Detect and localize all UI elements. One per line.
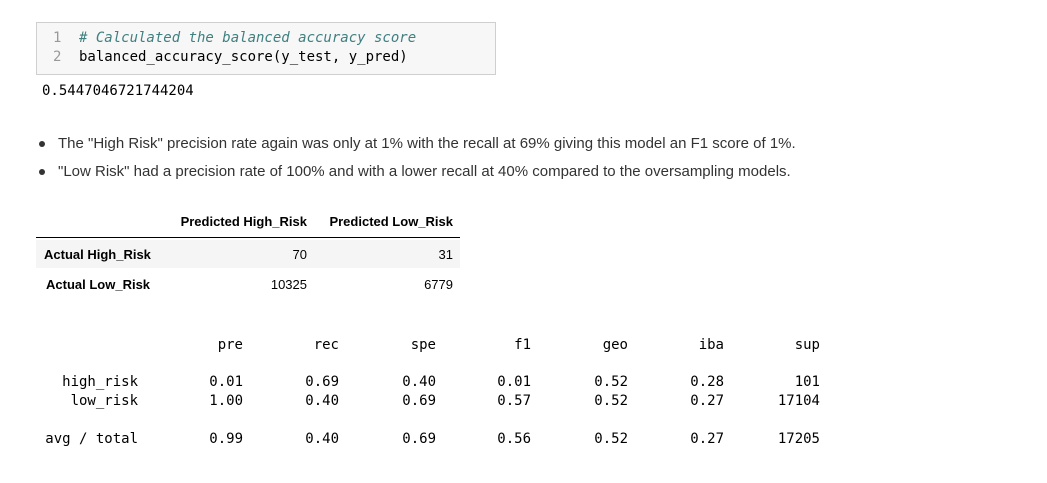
report-cell: 0.27 [690,431,724,447]
report-cell: 17205 [777,431,820,447]
report-cell: 0.01 [209,374,243,390]
column-header: Predicted Low_Risk [329,214,453,229]
table-rule [36,237,460,238]
line-number: 2 [53,49,62,65]
code-line: # Calculated the balanced accuracy score [79,30,417,46]
report-cell: 17104 [777,393,820,409]
report-header: iba [698,337,724,353]
bullet-dot [39,141,45,147]
line-number: 1 [53,30,62,46]
report-cell: 0.69 [305,374,339,390]
report-cell: 0.27 [690,393,724,409]
report-label: low_risk [70,393,138,409]
cell: 70 [292,247,307,262]
report-header: pre [217,337,243,353]
report-cell: 0.40 [305,431,339,447]
bullet-text: The "High Risk" precision rate again was… [58,135,796,152]
bullet-dot [39,169,45,175]
column-header: Predicted High_Risk [180,214,307,229]
row-header: Actual Low_Risk [46,277,151,292]
report-cell: 0.69 [402,393,436,409]
report-header: rec [313,337,339,353]
report-cell: 0.40 [305,393,339,409]
report-cell: 0.52 [594,374,628,390]
code-cell [36,22,496,75]
report-cell: 0.56 [497,431,531,447]
report-cell: 0.52 [594,431,628,447]
code-line: balanced_accuracy_score(y_test, y_pred) [79,49,408,65]
report-cell: 0.28 [690,374,724,390]
report-cell: 1.00 [209,393,243,409]
cell: 31 [438,247,453,262]
report-cell: 0.01 [497,374,531,390]
cell: 6779 [424,277,453,292]
report-cell: 0.69 [402,431,436,447]
report-cell: 0.57 [497,393,531,409]
output: 0.5447046721744204 [42,83,194,99]
row-header: Actual High_Risk [44,247,151,262]
report-cell: 0.52 [594,393,628,409]
report-header: spe [410,337,436,353]
report-label: high_risk [62,374,138,390]
report-header: sup [794,337,820,353]
cell: 10325 [270,277,307,292]
report-cell: 0.40 [402,374,436,390]
report-header: f1 [514,337,531,353]
report-cell: 101 [794,374,820,390]
report-header: geo [602,337,628,353]
row-stripe [36,240,460,268]
bullet-text: "Low Risk" had a precision rate of 100% … [58,163,791,180]
report-cell: 0.99 [209,431,243,447]
report-label: avg / total [45,431,138,447]
